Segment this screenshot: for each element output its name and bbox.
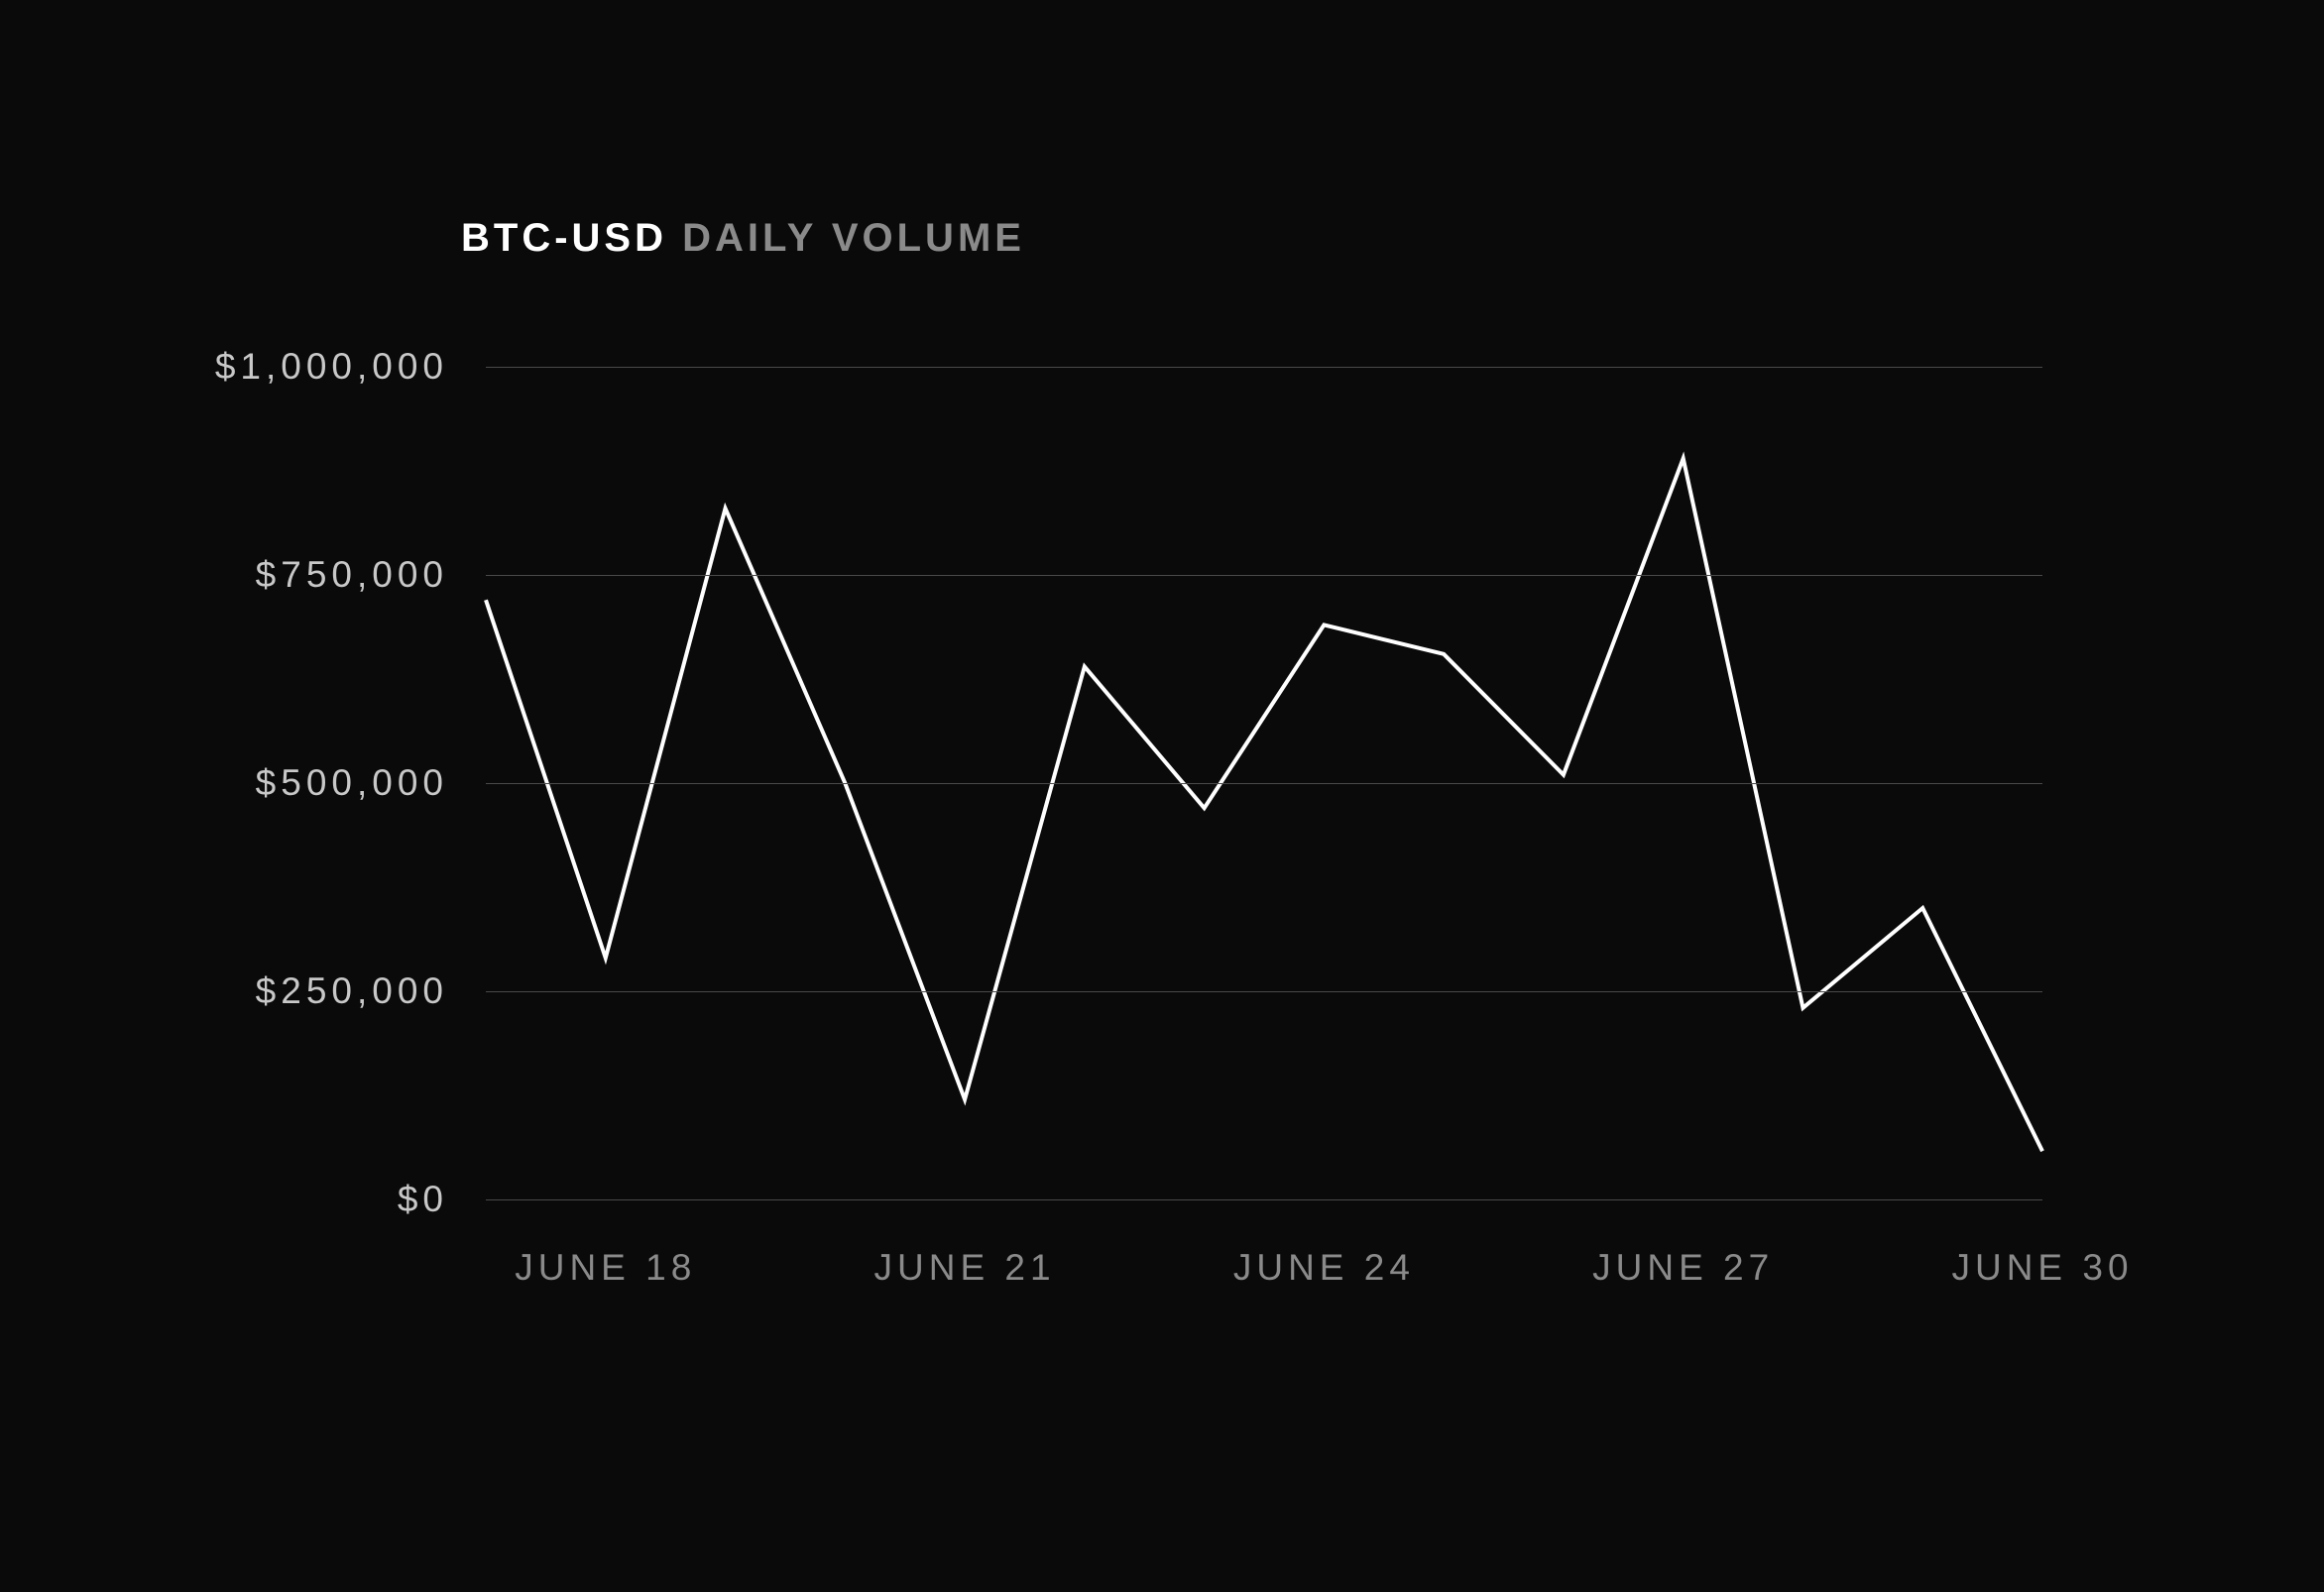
gridline [486,783,2042,784]
chart-title-sub: DAILY VOLUME [682,216,1025,260]
y-axis-label: $250,000 [256,970,486,1012]
gridline [486,991,2042,992]
y-axis-label: $500,000 [256,762,486,804]
gridline [486,367,2042,368]
chart-series-line [486,458,2042,1151]
gridline [486,575,2042,576]
x-axis-label: JUNE 27 [1592,1199,1774,1289]
y-axis-label: $0 [398,1179,486,1220]
chart-title: BTC-USD DAILY VOLUME [461,216,1025,261]
chart-title-pair: BTC-USD [461,216,667,260]
x-axis-label: JUNE 18 [515,1199,696,1289]
x-axis-label: JUNE 24 [1233,1199,1415,1289]
y-axis-label: $750,000 [256,554,486,596]
chart-plot-area: $0$250,000$500,000$750,000$1,000,000JUNE… [486,367,2042,1199]
x-axis-label: JUNE 30 [1951,1199,2133,1289]
volume-chart: BTC-USD DAILY VOLUME $0$250,000$500,000$… [0,0,2324,1592]
x-axis-label: JUNE 21 [874,1199,1056,1289]
y-axis-label: $1,000,000 [215,346,486,388]
